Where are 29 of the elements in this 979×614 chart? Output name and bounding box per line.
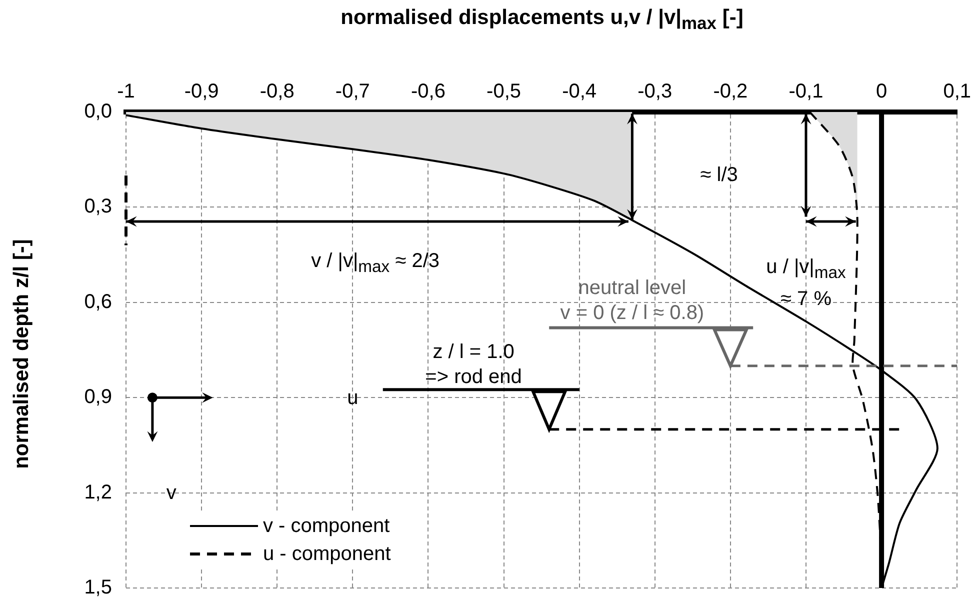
y-tick-label: 1,2	[84, 481, 112, 504]
x-tick-label: -0,8	[260, 80, 294, 103]
x-tick-label: -0,1	[788, 80, 824, 103]
legend-label: v - component	[263, 514, 390, 539]
y-tick-label: 0,9	[84, 386, 112, 408]
ref-line-label: z / l = 1.0 => rod end	[424, 340, 523, 388]
x-tick-label: -0,6	[410, 80, 446, 103]
annotation: u / |v|$_{max}$ ≈ 7 %	[765, 255, 847, 312]
x-tick-label: -0,2	[713, 80, 748, 103]
annotation: v / |v|$_{max}$ ≈ 2/3	[310, 249, 441, 278]
x-tick-label: -0,7	[335, 80, 370, 103]
x-tick-label: -0,3	[638, 80, 672, 103]
x-axis-title: normalised displacements u,v / |v|$_{max}$ [-]	[340, 6, 744, 34]
legend-label: u - component	[263, 542, 391, 567]
x-tick-label: -0,9	[184, 80, 219, 103]
y-tick-label: 1,5	[84, 576, 112, 599]
x-tick-label: -1	[117, 80, 135, 103]
x-tick-label: -0,5	[486, 80, 522, 103]
x-tick-label: -0,4	[562, 80, 597, 103]
ref-line-label: neutral level v = 0 (z / l ≈ 0.8)	[559, 276, 706, 326]
annotation: v	[165, 480, 178, 506]
annotation: ≈ l/3	[699, 163, 739, 188]
y-tick-label: 0,6	[84, 290, 112, 313]
y-tick-label: 0,0	[84, 100, 112, 123]
x-tick-label: 0	[876, 80, 888, 103]
x-tick-label: 0,1	[943, 80, 972, 103]
y-tick-label: 0,3	[84, 196, 112, 218]
y-axis-title: normalised depth z/l [-]	[10, 238, 34, 471]
annotation: u	[346, 386, 360, 411]
